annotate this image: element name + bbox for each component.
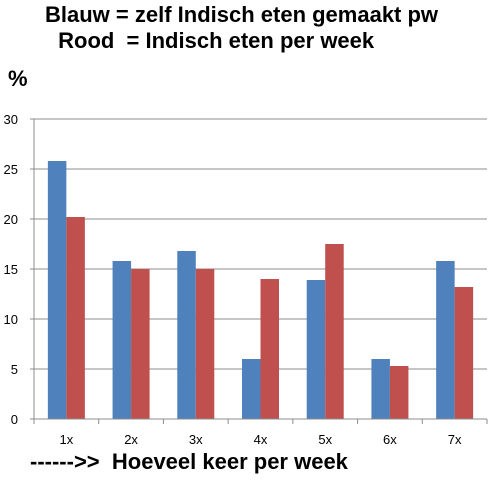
- y-tick-label: 0: [11, 412, 18, 427]
- chart-title-line-2: Rood = Indisch eten per week: [52, 28, 375, 53]
- y-axis-label: %: [8, 66, 28, 91]
- tick-labels: 0 5 10 15 20 25 30 1x 2x 3x 4x 5x 6x 7x: [4, 112, 462, 447]
- y-tick-label: 30: [4, 112, 18, 127]
- x-tick-label: 2x: [124, 432, 138, 447]
- bar-series-2-5x: [325, 244, 344, 419]
- chart-title-line-1: Blauw = zelf Indisch eten gemaakt pw: [45, 2, 439, 27]
- bar-series-2-4x: [260, 279, 279, 419]
- bar-series-1-5x: [306, 280, 326, 419]
- x-tick-label: 3x: [189, 432, 203, 447]
- y-tick-label: 25: [4, 162, 18, 177]
- bars: [47, 161, 474, 419]
- bar-series-2-2x: [131, 269, 150, 419]
- bar-series-1-7x: [436, 261, 455, 419]
- bar-series-2-1x: [66, 217, 85, 419]
- bar-series-2-3x: [195, 269, 215, 419]
- bar-series-1-1x: [47, 161, 67, 419]
- bar-series-1-2x: [112, 261, 132, 419]
- bar-series-1-3x: [177, 251, 196, 419]
- x-tick-label: 5x: [318, 432, 332, 447]
- x-tick-label: 4x: [254, 432, 268, 447]
- y-tick-label: 5: [11, 362, 18, 377]
- y-tick-label: 10: [4, 312, 18, 327]
- x-tick-label: 7x: [448, 432, 462, 447]
- bar-series-2-6x: [389, 366, 409, 419]
- x-tick-label: 6x: [383, 432, 397, 447]
- x-tick-label: 1x: [59, 432, 73, 447]
- bar-series-2-7x: [454, 287, 474, 419]
- axes: [30, 118, 488, 424]
- bar-series-1-6x: [371, 359, 390, 419]
- y-tick-label: 15: [4, 262, 18, 277]
- bar-series-1-4x: [242, 359, 261, 419]
- y-tick-label: 20: [4, 212, 18, 227]
- x-axis-label: ------>> Hoeveel keer per week: [30, 449, 348, 474]
